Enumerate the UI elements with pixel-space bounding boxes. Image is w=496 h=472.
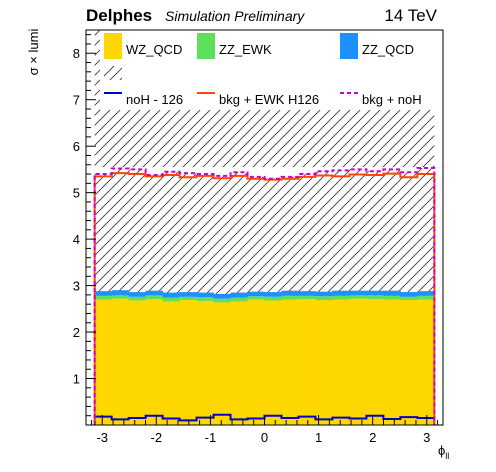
x-axis-label-main: ϕ bbox=[438, 443, 445, 458]
x-axis-label: ϕll bbox=[438, 443, 449, 461]
bar-wz-qcd bbox=[146, 299, 163, 425]
bar-zz-ewk bbox=[383, 296, 400, 300]
bar-wz-qcd bbox=[231, 301, 248, 425]
bar-zz-ewk bbox=[315, 296, 332, 300]
legend-label-zz-qcd: ZZ_QCD bbox=[362, 42, 414, 57]
legend-label-bkg-noh: bkg + noH bbox=[362, 92, 422, 107]
legend-swatch-hatch bbox=[104, 66, 122, 80]
legend: WZ_QCD ZZ_EWK ZZ_QCD noH - 126 bkg + EWK H12… bbox=[100, 30, 440, 110]
y-tick-label: 5 bbox=[73, 186, 80, 201]
y-tick-label: 8 bbox=[73, 46, 80, 61]
bar-wz-qcd bbox=[129, 300, 146, 425]
bar-wz-qcd bbox=[417, 300, 434, 425]
bar-zz-ewk bbox=[197, 297, 214, 301]
x-tick-label: 1 bbox=[315, 430, 322, 445]
y-tick-label: 7 bbox=[73, 93, 80, 108]
bar-wz-qcd bbox=[383, 300, 400, 425]
legend-label-zz-ewk: ZZ_EWK bbox=[219, 42, 272, 57]
bar-zz-qcd bbox=[366, 291, 383, 296]
bar-zz-qcd bbox=[146, 291, 163, 296]
y-tick-label: 4 bbox=[73, 232, 80, 247]
bar-zz-qcd bbox=[163, 293, 180, 298]
bar-wz-qcd bbox=[163, 301, 180, 425]
legend-label-noh-126: noH - 126 bbox=[126, 92, 183, 107]
bar-zz-qcd bbox=[197, 293, 214, 298]
x-tick-label: 2 bbox=[369, 430, 376, 445]
bar-zz-ewk bbox=[265, 297, 282, 301]
bar-zz-qcd bbox=[180, 292, 197, 297]
bar-zz-ewk bbox=[248, 296, 265, 299]
bar-zz-qcd bbox=[332, 291, 349, 296]
bar-zz-ewk bbox=[129, 297, 146, 301]
bar-zz-ewk bbox=[180, 297, 197, 300]
bar-wz-qcd bbox=[112, 299, 129, 425]
legend-label-bkg-ewk-h126: bkg + EWK H126 bbox=[219, 92, 319, 107]
bar-wz-qcd bbox=[366, 299, 383, 425]
y-tick-label: 2 bbox=[73, 325, 80, 340]
legend-swatch-zz-ewk bbox=[197, 33, 215, 59]
y-axis-label: σ × lumi bbox=[26, 29, 41, 76]
header-subtitle: Simulation Preliminary bbox=[165, 8, 305, 24]
legend-label-wz-qcd: WZ_QCD bbox=[126, 42, 182, 57]
x-tick-label: -3 bbox=[96, 430, 108, 445]
bar-wz-qcd bbox=[332, 300, 349, 425]
bar-zz-ewk bbox=[298, 296, 315, 299]
bar-zz-qcd bbox=[315, 292, 332, 297]
bar-zz-ewk bbox=[281, 296, 298, 300]
stacked-backgrounds bbox=[95, 290, 435, 425]
bar-wz-qcd bbox=[95, 300, 112, 425]
bar-zz-qcd bbox=[214, 294, 231, 299]
bar-wz-qcd bbox=[281, 300, 298, 425]
bar-zz-ewk bbox=[95, 296, 112, 300]
bar-wz-qcd bbox=[214, 302, 231, 425]
x-tick-label: -2 bbox=[151, 430, 163, 445]
header-title: Delphes bbox=[86, 6, 152, 25]
bar-zz-qcd bbox=[248, 292, 265, 297]
bar-zz-qcd bbox=[400, 292, 417, 297]
bar-zz-ewk bbox=[332, 296, 349, 300]
bar-zz-ewk bbox=[146, 295, 163, 299]
bar-zz-qcd bbox=[129, 292, 146, 297]
bar-wz-qcd bbox=[349, 299, 366, 425]
legend-swatch-wz-qcd bbox=[104, 33, 122, 59]
y-tick-label: 6 bbox=[73, 139, 80, 154]
bar-wz-qcd bbox=[197, 301, 214, 425]
legend-swatch-zz-qcd bbox=[340, 33, 358, 59]
bar-wz-qcd bbox=[315, 300, 332, 425]
bar-wz-qcd bbox=[248, 300, 265, 425]
bar-zz-ewk bbox=[349, 295, 366, 298]
bar-zz-qcd bbox=[265, 292, 282, 297]
x-axis-label-sub: ll bbox=[445, 451, 449, 461]
bar-wz-qcd bbox=[265, 300, 282, 425]
bar-zz-ewk bbox=[112, 295, 129, 298]
bar-zz-qcd bbox=[231, 293, 248, 298]
x-tick-label: 3 bbox=[423, 430, 430, 445]
bar-zz-qcd bbox=[281, 291, 298, 296]
bar-zz-qcd bbox=[383, 291, 400, 296]
header-energy: 14 TeV bbox=[384, 6, 437, 25]
bar-zz-ewk bbox=[417, 296, 434, 300]
x-tick-label: -1 bbox=[205, 430, 217, 445]
x-tick-label: 0 bbox=[261, 430, 268, 445]
bar-zz-qcd bbox=[298, 291, 315, 296]
y-tick-label: 3 bbox=[73, 279, 80, 294]
bar-zz-ewk bbox=[163, 298, 180, 302]
bar-zz-ewk bbox=[366, 295, 383, 299]
bar-zz-qcd bbox=[95, 291, 112, 296]
bar-zz-ewk bbox=[214, 299, 231, 303]
bar-zz-qcd bbox=[112, 290, 129, 295]
bar-wz-qcd bbox=[180, 300, 197, 425]
bar-zz-qcd bbox=[349, 291, 366, 296]
bar-zz-ewk bbox=[231, 298, 248, 302]
bar-wz-qcd bbox=[298, 299, 315, 425]
bar-zz-ewk bbox=[400, 297, 417, 300]
bar-zz-qcd bbox=[417, 291, 434, 296]
bar-wz-qcd bbox=[400, 300, 417, 425]
y-tick-label: 1 bbox=[73, 372, 80, 387]
